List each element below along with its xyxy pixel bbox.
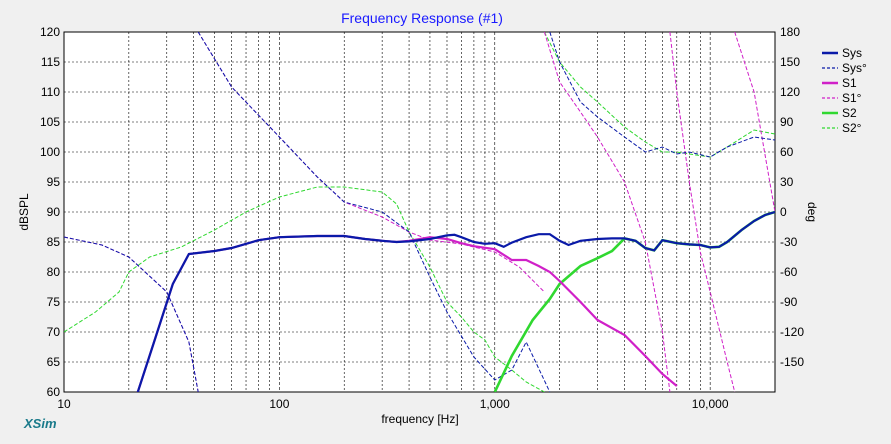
legend-label: S2 — [842, 106, 857, 120]
y2-tick-label: -120 — [780, 325, 804, 339]
y-axis-label: dBSPL — [17, 193, 31, 231]
y-tick-label: 115 — [41, 55, 60, 69]
y-tick-label: 110 — [41, 85, 60, 99]
y2-tick-label: -30 — [780, 235, 798, 249]
y-tick-label: 85 — [47, 235, 61, 249]
x-axis-label: frequency [Hz] — [381, 412, 458, 426]
y2-tick-label: 60 — [780, 145, 794, 159]
y-tick-label: 100 — [40, 145, 60, 159]
x-tick-label: 1,000 — [480, 397, 510, 411]
series-line-sys-phase — [64, 32, 775, 392]
series-line-s1-phase — [64, 32, 775, 392]
legend-label: Sys — [842, 46, 862, 60]
y-tick-label: 80 — [47, 265, 61, 279]
x-tick-label: 10 — [57, 397, 71, 411]
y-tick-label: 65 — [47, 355, 61, 369]
y-tick-label: 75 — [47, 295, 61, 309]
y2-tick-label: 120 — [780, 85, 800, 99]
xsim-brand: XSim — [23, 416, 57, 431]
y2-tick-label: -60 — [780, 265, 798, 279]
chart-title: Frequency Response (#1) — [341, 10, 503, 26]
series-layer — [64, 32, 775, 392]
y2-tick-label: 180 — [780, 25, 800, 39]
y2-tick-label: 150 — [780, 55, 800, 69]
y2-tick-label: 0 — [780, 205, 787, 219]
y2-axis-label: deg — [805, 202, 819, 222]
y-tick-label: 60 — [47, 385, 61, 399]
y2-tick-label: -150 — [780, 355, 804, 369]
series-line-sys — [136, 210, 775, 392]
y2-tick-label: 90 — [780, 115, 794, 129]
y-tick-label: 105 — [40, 115, 60, 129]
y-tick-label: 95 — [47, 175, 61, 189]
legend-label: S1° — [842, 91, 862, 105]
y2-tick-label: 30 — [780, 175, 794, 189]
x-tick-label: 100 — [269, 397, 289, 411]
series-line-s2-phase — [64, 32, 775, 392]
y-tick-label: 90 — [47, 205, 61, 219]
y-tick-label: 120 — [40, 25, 60, 39]
y2-tick-label: -90 — [780, 295, 798, 309]
legend-label: S1 — [842, 76, 857, 90]
legend-label: S2° — [842, 121, 862, 135]
legend-label: Sys° — [842, 61, 867, 75]
y-tick-label: 70 — [47, 325, 61, 339]
x-tick-label: 10,000 — [692, 397, 729, 411]
